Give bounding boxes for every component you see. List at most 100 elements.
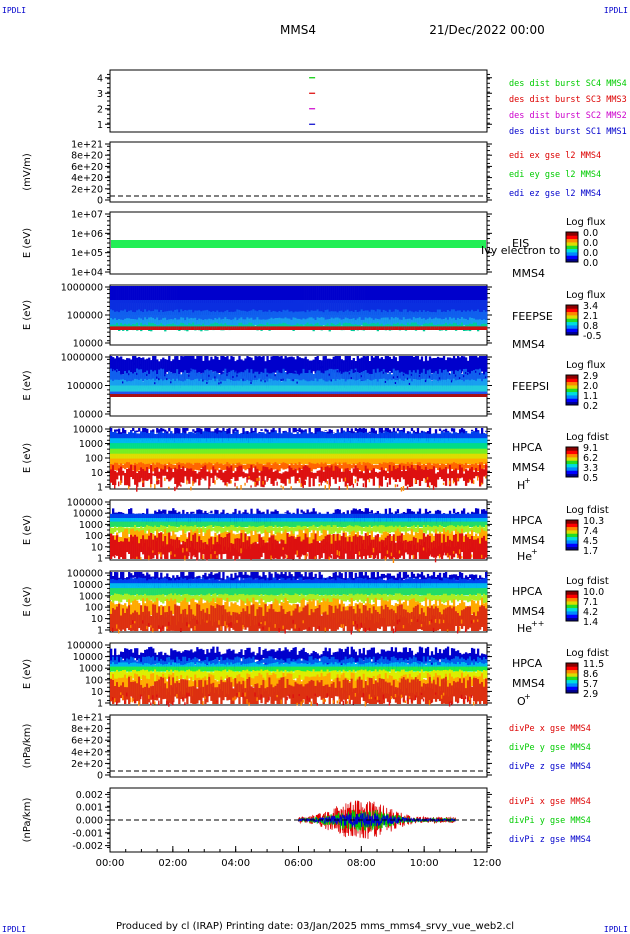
spectrogram-cell: [178, 385, 181, 393]
spectrogram-cell: [484, 433, 488, 441]
spectrogram-cell: [308, 286, 311, 303]
spectrogram-speckle: [344, 477, 347, 482]
spectrogram-cell: [134, 286, 137, 303]
spectrogram-cell: [330, 458, 333, 465]
spectrogram-cell: [162, 438, 165, 445]
spectrogram-cell: [282, 394, 285, 397]
spectrogram-cell: [466, 310, 470, 323]
spectrogram-cell: [404, 471, 408, 486]
spectrogram-cell: [188, 432, 191, 442]
spectrogram-cell: [184, 310, 187, 322]
spectrogram-cell: [256, 443, 259, 450]
spectrogram-cell: [132, 521, 135, 527]
spectrogram-cell: [164, 518, 167, 523]
spectrogram-cell: [244, 448, 247, 455]
spectrogram-cell: [348, 323, 351, 329]
spectrogram-cell: [454, 286, 458, 303]
spectrogram-cell: [246, 379, 249, 389]
spectrogram-cell: [474, 380, 478, 390]
spectrogram-speckle: [182, 547, 184, 553]
spectrogram-cell: [188, 468, 191, 484]
spectrogram-cell: [462, 473, 466, 481]
spectrogram-cell: [254, 371, 257, 386]
spectrogram-cell: [232, 473, 235, 478]
spectrogram-cell: [398, 443, 402, 450]
spectrogram-cell: [350, 394, 353, 397]
spectrogram-cell: [276, 453, 279, 460]
spectrogram-cell: [256, 462, 259, 470]
spectrogram-cell: [196, 432, 199, 441]
spectrogram-cell: [232, 463, 235, 471]
spectrogram-cell: [458, 385, 462, 393]
spectrogram-cell: [296, 326, 299, 330]
spectrogram-cell: [270, 443, 273, 450]
colorbar-segment: [566, 255, 578, 260]
spectrogram-speckle: [450, 380, 453, 383]
spectrogram-cell: [230, 521, 233, 527]
spectrogram-cell: [364, 322, 367, 329]
spectrogram-cell: [228, 372, 231, 382]
spectrogram-cell: [268, 326, 271, 330]
spectrogram-cell: [378, 300, 382, 315]
spectrogram-cell: [198, 286, 201, 303]
spectrogram-cell: [324, 430, 327, 431]
spectrogram-cell: [416, 453, 420, 460]
spectrogram-cell: [468, 385, 472, 393]
spectrogram-cell: [260, 310, 263, 324]
spectrogram-cell: [270, 448, 273, 455]
spectrogram-cell: [268, 448, 271, 455]
spectrogram-speckle: [336, 370, 338, 373]
spectrogram-cell: [214, 381, 217, 390]
y-tick-label: 2e+20: [71, 184, 103, 195]
spectrogram-cell: [174, 318, 177, 326]
spectrogram-cell: [322, 394, 325, 397]
spectrogram-cell: [116, 300, 119, 315]
spectrogram-cell: [246, 438, 249, 445]
spectrogram-cell: [128, 358, 131, 379]
spectrogram-cell: [156, 374, 159, 384]
spectrogram-cell: [226, 462, 229, 469]
spectrogram-cell: [266, 372, 269, 388]
spectrogram-speckle: [480, 369, 483, 372]
spectrogram-cell: [320, 385, 323, 393]
spectrogram-cell: [308, 453, 311, 460]
spectrogram-cell: [170, 468, 173, 479]
spectrogram-cell: [396, 322, 400, 328]
spectrogram-cell: [340, 286, 343, 303]
spectrogram-cell: [128, 286, 131, 303]
spectrogram-cell: [242, 385, 245, 393]
spectrogram-cell: [184, 541, 187, 559]
spectrogram-cell: [326, 323, 329, 330]
spectrogram-cell: [312, 394, 315, 397]
spectrogram-cell: [176, 463, 179, 472]
spectrogram-cell: [192, 453, 195, 460]
spectrogram-cell: [236, 319, 239, 329]
spectrogram-cell: [394, 391, 398, 396]
spectrogram-cell: [428, 394, 432, 397]
spectrogram-speckle: [348, 372, 350, 375]
spectrogram-cell: [478, 433, 482, 441]
spectrogram-cell: [158, 326, 161, 330]
spectrogram-cell: [294, 468, 297, 484]
spectrogram-cell: [302, 438, 305, 445]
spectrogram-cell: [378, 448, 382, 455]
spectrogram-cell: [370, 391, 373, 396]
spectrogram-cell: [446, 431, 450, 439]
spectrogram-cell: [164, 453, 167, 460]
spectrogram-cell: [436, 433, 440, 441]
spectrogram-speckle: [380, 478, 383, 484]
spectrogram-cell: [234, 370, 237, 388]
spectrogram-cell: [420, 385, 424, 393]
spectrogram-cell: [340, 448, 343, 455]
spectrogram-cell: [148, 521, 151, 527]
spectrogram-cell: [266, 391, 269, 396]
spectrogram-cell: [278, 473, 281, 480]
spectrogram-cell: [436, 438, 440, 445]
spectrogram-cell: [140, 311, 143, 321]
spectrogram-cell: [452, 470, 456, 483]
spectrogram-cell: [230, 385, 233, 393]
spectrogram-cell: [478, 464, 482, 487]
spectrogram-cell: [124, 326, 127, 330]
spectrogram-cell: [344, 317, 347, 326]
spectrogram-cell: [212, 378, 215, 390]
